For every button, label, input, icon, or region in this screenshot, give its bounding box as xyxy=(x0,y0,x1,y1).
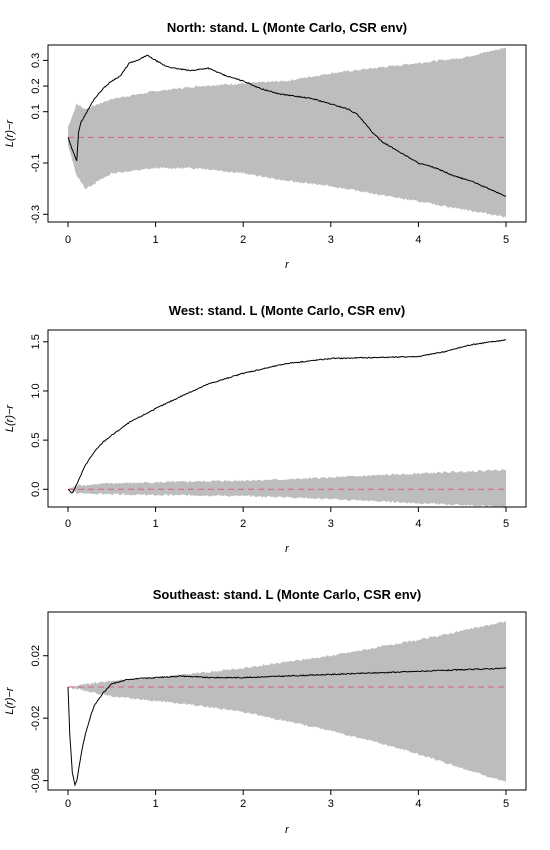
chart-title: Southeast: stand. L (Monte Carlo, CSR en… xyxy=(153,587,421,602)
north-panel: North: stand. L (Monte Carlo, CSR env) 0 1… xyxy=(4,20,527,271)
x-axis-label: r xyxy=(285,543,290,555)
x-tick-label: 5 xyxy=(503,798,509,810)
y-tick-label: -0.1 xyxy=(30,154,42,173)
observed-curve xyxy=(67,54,507,197)
x-tick-label: 5 xyxy=(503,234,509,246)
x-tick-label: 3 xyxy=(328,234,334,246)
y-axis-label: L(r)−r xyxy=(4,686,16,715)
x-tick-label: 5 xyxy=(503,518,509,530)
y-tick-label: 0.1 xyxy=(30,104,42,119)
x-tick-label: 4 xyxy=(415,798,421,810)
plot-frame xyxy=(47,329,527,508)
y-tick-label: 0.0 xyxy=(30,482,42,497)
x-tick-label: 2 xyxy=(240,234,246,246)
y-tick-label: 1.0 xyxy=(30,383,42,398)
y-tick-label: 0.2 xyxy=(30,78,42,93)
plot-frame xyxy=(47,611,527,791)
y-tick-label: 0.3 xyxy=(30,53,42,68)
y-tick-label: 1.5 xyxy=(30,334,42,349)
y-tick-label: -0.3 xyxy=(30,205,42,224)
y-tick-label: -0.06 xyxy=(30,768,42,793)
x-tick-label: 1 xyxy=(153,518,159,530)
x-tick-label: 0 xyxy=(65,798,71,810)
x-tick-label: 1 xyxy=(153,234,159,246)
plot-frame xyxy=(47,44,527,223)
x-axis-label: r xyxy=(285,824,290,836)
x-tick-label: 4 xyxy=(415,234,421,246)
chart-title: West: stand. L (Monte Carlo, CSR env) xyxy=(169,303,405,318)
simulation-envelope xyxy=(68,468,506,508)
chart-title: North: stand. L (Monte Carlo, CSR env) xyxy=(167,20,407,35)
simulation-envelope xyxy=(68,47,506,218)
y-tick-label: -0.02 xyxy=(30,706,42,731)
y-axis-label: L(r)−r xyxy=(4,119,16,148)
x-tick-label: 2 xyxy=(240,518,246,530)
x-tick-label: 0 xyxy=(65,234,71,246)
x-tick-label: 4 xyxy=(415,518,421,530)
x-tick-label: 1 xyxy=(153,798,159,810)
x-tick-label: 3 xyxy=(328,518,334,530)
x-axis-label: r xyxy=(285,259,290,271)
southeast-panel: Southeast: stand. L (Monte Carlo, CSR en… xyxy=(4,587,527,836)
x-tick-label: 0 xyxy=(65,518,71,530)
y-tick-label: 0.02 xyxy=(30,645,42,666)
west-panel: West: stand. L (Monte Carlo, CSR env) 0 1 2… xyxy=(4,303,527,555)
x-tick-label: 3 xyxy=(328,798,334,810)
x-tick-label: 2 xyxy=(240,798,246,810)
observed-curve xyxy=(67,338,507,494)
simulation-envelope xyxy=(68,621,506,783)
y-tick-label: 0.5 xyxy=(30,432,42,447)
y-axis-label: L(r)−r xyxy=(4,404,16,433)
observed-curve xyxy=(67,667,507,787)
